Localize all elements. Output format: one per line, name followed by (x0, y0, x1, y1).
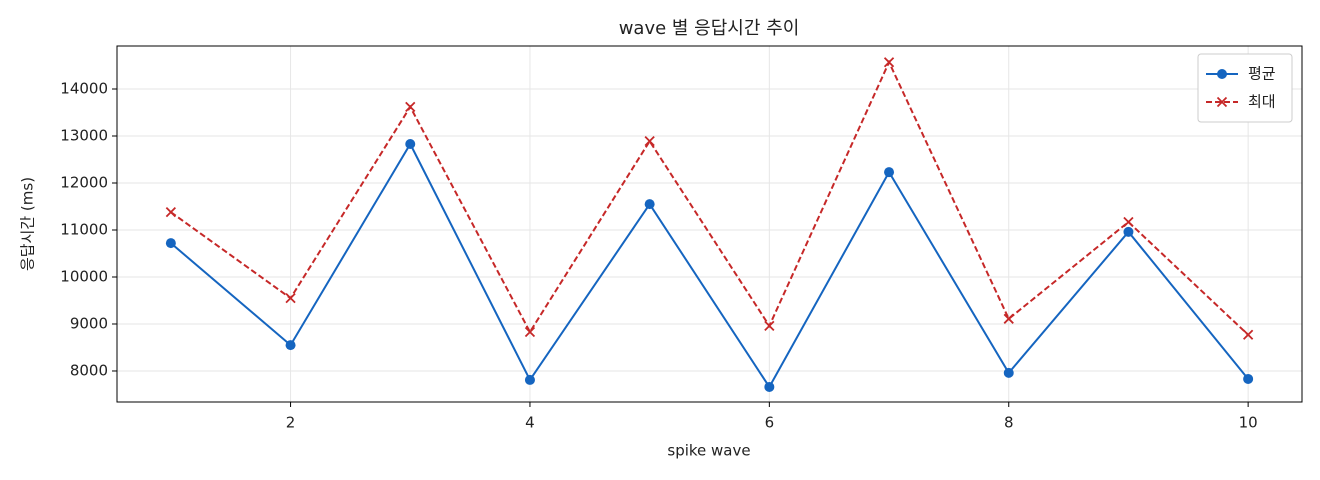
point (1003, 367, 1014, 378)
legend-label: 최대 (1248, 93, 1276, 111)
point (165, 238, 176, 249)
chart-title: wave 별 응답시간 추이 (619, 18, 800, 39)
y-axis-label: 응답시간 (ms) (19, 177, 37, 271)
x-tick-label: 4 (525, 414, 535, 432)
x-axis-label: spike wave (667, 442, 750, 460)
point (764, 320, 775, 332)
y-tick-label: 13000 (60, 126, 108, 144)
series-line (170, 141, 1249, 389)
point (524, 374, 535, 385)
x-tick-label: 8 (1004, 414, 1014, 432)
x-tick-label: 6 (765, 414, 775, 432)
y-tick-label: 9000 (70, 314, 108, 332)
x-tick-label: 10 (1239, 414, 1258, 432)
legend-box (1197, 53, 1293, 123)
y-tick-label: 10000 (60, 267, 108, 285)
point (1123, 226, 1134, 237)
point (1123, 216, 1134, 228)
legend-marker (1217, 69, 1227, 79)
point (524, 326, 536, 338)
point (764, 381, 775, 392)
point (644, 136, 655, 147)
plot-frame (116, 45, 1303, 403)
y-tick-label: 12000 (60, 173, 108, 191)
point (644, 199, 655, 210)
y-tick-label: 14000 (60, 80, 108, 98)
point (883, 57, 895, 68)
point (1243, 373, 1254, 384)
point (285, 293, 296, 304)
legend-marker (1216, 96, 1228, 108)
point (405, 101, 416, 112)
point (1243, 329, 1254, 340)
legend-label: 평균 (1248, 65, 1276, 83)
point (165, 206, 177, 218)
x-tick-label: 2 (286, 414, 296, 432)
point (405, 138, 416, 149)
point (285, 340, 296, 351)
point (1003, 313, 1014, 324)
y-tick-label: 11000 (60, 220, 108, 238)
series-line (170, 59, 1249, 336)
y-tick-label: 8000 (70, 361, 108, 379)
point (884, 167, 895, 178)
